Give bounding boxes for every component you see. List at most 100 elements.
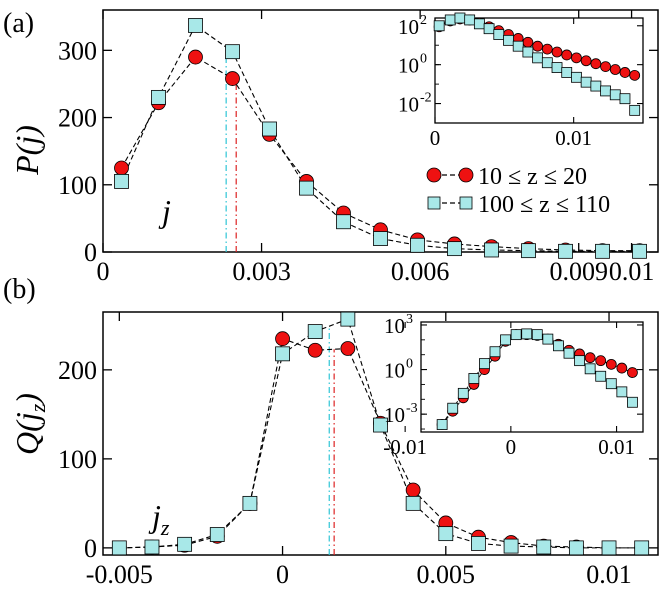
- panel-a-frame: [102, 9, 659, 253]
- panel-b-inset-point-square: [489, 346, 501, 358]
- panel-a-inset-point-circle: [590, 58, 602, 70]
- panel-b-inset-point-square: [584, 363, 596, 375]
- panel-a-xtick-label: 0.003: [232, 257, 291, 286]
- panel-a-inset-point-square: [571, 71, 582, 83]
- panel-b-inset-point-square: [605, 378, 617, 390]
- panel-b-annotation-sub: z: [160, 515, 170, 540]
- panel-b-xtick-label: 0.01: [586, 560, 632, 589]
- panel-a-point-square: [484, 242, 499, 258]
- panel-a-inset-point-circle: [600, 61, 611, 73]
- panel-a-annotation: j: [158, 193, 171, 229]
- panel-b-ylabel: Q(jz): [9, 393, 50, 455]
- panel-a-inset-point-circle: [551, 46, 563, 58]
- panel-a-point-circle: [188, 49, 203, 65]
- panel-b-inset-point-square: [457, 387, 469, 399]
- panel-b-inset-ytick-label: 10: [384, 314, 405, 338]
- panel-b-point-square: [275, 346, 290, 362]
- panel-b-inset-point-square: [553, 340, 564, 352]
- panel-b-xtick-label: -0.005: [86, 560, 153, 589]
- panel-a-inset-ytick-label: 10: [398, 15, 419, 39]
- panel-b-point-square: [405, 495, 421, 511]
- panel-a-inset-point-square: [493, 29, 505, 40]
- panel-b-inset-point-square: [479, 358, 490, 370]
- panel-b-inset-point-circle: [627, 367, 638, 378]
- panel-a-point-square: [521, 243, 536, 259]
- panel-b-point-circle: [405, 482, 421, 498]
- panel-a-inset-point-square: [503, 34, 514, 46]
- panel-a-point-square: [373, 231, 388, 246]
- panel-b-inset-point-square: [616, 386, 628, 398]
- panel-a-xtick-label: 0.009: [549, 257, 608, 286]
- panel-a-point-square: [558, 243, 573, 259]
- panel-a-point-circle: [225, 71, 240, 86]
- panel-b-frame: [102, 311, 659, 556]
- panel-a-inset-point-square: [522, 46, 534, 58]
- panel-b-inset-point-square: [531, 329, 543, 341]
- panel-b-annotation: jz: [148, 498, 170, 540]
- panel-b-point-circle: [307, 342, 323, 358]
- panel-b-ytick-label: 100: [58, 445, 97, 474]
- panel-a-inset-point-circle: [571, 52, 582, 64]
- panel-a-point-square: [299, 180, 314, 196]
- panel-b-inset-point-circle: [605, 358, 617, 370]
- panel-b-inset-point-square: [542, 333, 554, 345]
- panel-a-inset-xtick-label: 0: [430, 126, 441, 150]
- panel-b-inset-point-circle: [584, 352, 596, 364]
- panel-b-inset-point-square: [447, 402, 459, 414]
- panel-a-inset-ytick-label: 10: [398, 54, 419, 78]
- panel-b-inset-point-square: [595, 370, 607, 382]
- panel-a-inset-point-square: [609, 89, 621, 101]
- panel-a-inset-point-circle: [629, 69, 641, 81]
- panel-a-inset-point-square: [629, 104, 641, 116]
- panel-a-point-square: [225, 44, 240, 60]
- panel-a-inset-point-square: [600, 85, 611, 97]
- panel-a-point-square: [114, 174, 129, 189]
- panel-b-inset-point-square: [436, 419, 448, 430]
- panel-a-inset-point-circle: [561, 49, 573, 61]
- panel-a-inset-point-square: [532, 52, 544, 64]
- panel-a-inset-point-square: [590, 80, 602, 92]
- panel-a-inset-xtick-label: 0.01: [555, 126, 592, 150]
- panel-a-point-circle: [114, 160, 129, 176]
- panel-b-inset-ytick-label: 10: [384, 359, 405, 383]
- panel-a-inset-point-square: [483, 23, 495, 35]
- panel-a-inset-point-circle: [541, 43, 553, 55]
- panel-b-inset-ytick-exponent: -3: [406, 401, 418, 416]
- panel-a-inset-point-circle: [609, 64, 621, 75]
- panel-b-point-square: [209, 527, 225, 542]
- panel-b-label: (b): [3, 274, 36, 305]
- panel-b-inset-point-square: [627, 396, 638, 408]
- panel-a-inset-point-circle: [619, 67, 631, 78]
- panel-b-inset-point-circle: [595, 355, 607, 367]
- panel-b-inset-point-circle: [616, 362, 628, 374]
- panel-b-inset-point-square: [500, 334, 511, 346]
- panel-a-inset-point-circle: [522, 36, 534, 48]
- panel-b-point-square: [340, 311, 356, 327]
- panel-b-point-square: [438, 526, 454, 542]
- panel-a-inset-point-square: [561, 67, 573, 78]
- panel-a-point-square: [262, 121, 277, 137]
- panel-a-point-square: [336, 214, 351, 230]
- panel-a-point-square: [410, 237, 425, 253]
- panel-a-inset-point-square: [433, 20, 445, 32]
- panel-a-inset-ytick-exponent: 0: [420, 52, 427, 67]
- panel-a-ylabel: P(j): [9, 125, 45, 176]
- panel-a-ytick-label: 200: [58, 104, 97, 133]
- panel-b-annotation-main: j: [148, 498, 161, 534]
- panel-a-inset-point-square: [619, 93, 631, 105]
- panel-b-point-square: [601, 540, 617, 556]
- panel-b-point-square: [373, 417, 388, 433]
- panel-b-point-square: [242, 495, 258, 511]
- panel-a-inset-ytick-label: 10: [398, 93, 419, 117]
- panel-b-inset-point-square: [574, 355, 585, 367]
- panel-a-point-square: [151, 89, 166, 105]
- panel-b-inset-ytick-exponent: 3: [406, 312, 413, 327]
- panel-a-ytick-label: 100: [58, 171, 97, 200]
- panel-b-inset-ytick-exponent: 0: [406, 357, 413, 372]
- panel-b-point-square: [111, 540, 127, 556]
- legend-red-marker-left: [426, 167, 442, 183]
